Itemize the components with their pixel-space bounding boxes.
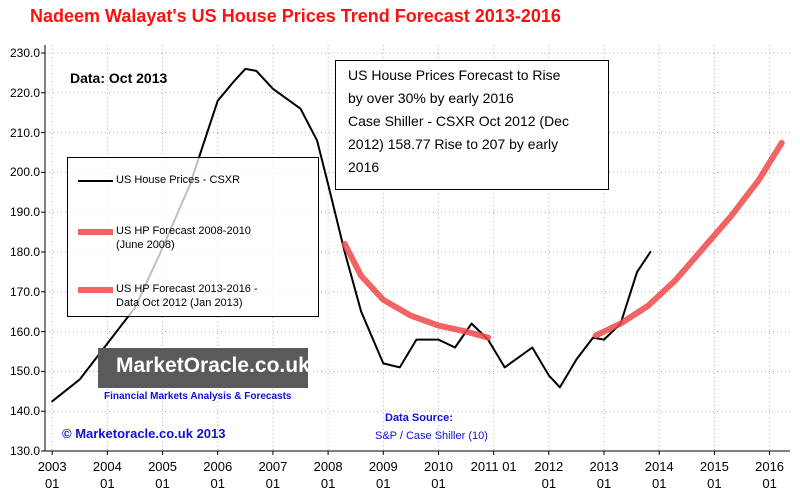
x-tick-label: 2016 01 [755,459,785,491]
note-line: 2012) 158.77 Rise to 207 by early [348,136,559,152]
legend-label: US House Prices - CSXR [116,174,241,186]
y-tick-label: 140.0 [9,404,40,419]
y-tick-label: 150.0 [9,364,40,379]
x-tick-label: 2012 01 [534,459,564,491]
legend-label: US HP Forecast 2013-2016 - Data Oct 2012… [116,283,258,309]
y-tick-label: 130.0 [9,444,40,458]
x-tick-label: 2010 01 [424,459,453,491]
chart-title: Nadeem Walayat's US House Prices Trend F… [30,6,561,26]
y-tick-label: 160.0 [9,324,40,339]
series-line [51,67,652,403]
x-tick-label: 2003 01 [37,459,67,491]
x-tick-label: 2005 01 [148,459,177,491]
x-tick-label: 2013 01 [589,459,619,491]
y-tick-label: 190.0 [9,205,40,220]
x-tick-label: 2011 01 [470,459,517,474]
source: S&P / Case Shiller (10) [375,430,488,442]
x-tick-label: 2015 01 [699,459,729,491]
y-tick-label: 230.0 [9,46,40,60]
x-tick-label: 2008 01 [313,459,343,491]
x-tick-label: 2009 01 [368,459,398,491]
y-tick-label: 210.0 [9,125,40,140]
note-line: US House Prices Forecast to Rise [348,67,561,83]
copyright: © Marketoracle.co.uk 2013 [62,426,226,441]
legend-label: US HP Forecast 2008-2010 (June 2008) [116,225,251,251]
y-tick-label: 180.0 [9,245,40,259]
x-tick-label: 2006 01 [203,459,233,491]
x-tick-label: 2014 01 [644,459,674,491]
note-line: Case Shiller - CSXR Oct 2012 (Dec [348,113,569,129]
series-line [592,139,785,339]
note-line: 2016 [348,159,380,175]
logo: MarketOracle.co.uk [116,354,310,377]
y-tick-label: 170.0 [9,284,40,299]
series-line [341,241,492,341]
logo-box [98,348,308,388]
source-title: Data Source: [385,412,453,424]
note-box: US House Prices Forecast to Rise by over … [335,60,609,190]
x-tick-label: 2007 01 [258,459,288,491]
logo-tagline: Financial Markets Analysis & Forecasts [104,391,292,402]
legend: US House Prices - CSXR US HP Forecast 200… [67,157,319,317]
legend-swatches [78,180,113,293]
y-tick-label: 200.0 [9,165,40,180]
note-line: by over 30% by early 2016 [348,90,514,106]
data-date: Data: Oct 2013 [70,70,168,86]
y-tick-label: 220.0 [9,85,40,100]
x-tick-label: 2004 01 [92,459,122,491]
